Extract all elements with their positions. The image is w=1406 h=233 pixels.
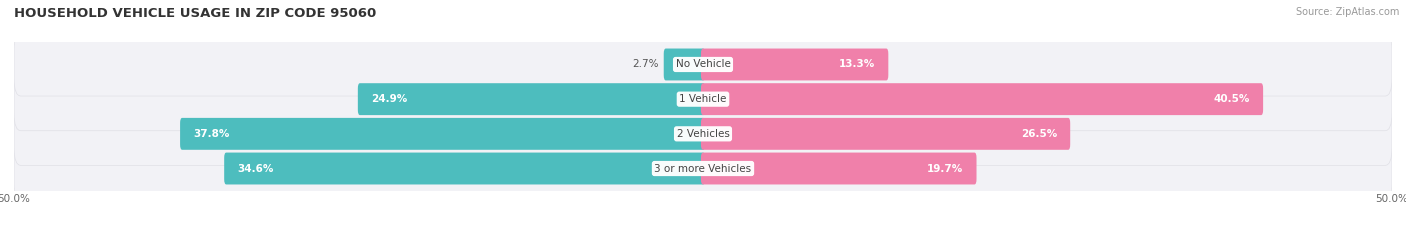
FancyBboxPatch shape [702, 48, 889, 80]
Text: 13.3%: 13.3% [839, 59, 875, 69]
Text: 1 Vehicle: 1 Vehicle [679, 94, 727, 104]
Text: 24.9%: 24.9% [371, 94, 408, 104]
FancyBboxPatch shape [14, 68, 1392, 131]
Text: 40.5%: 40.5% [1213, 94, 1250, 104]
FancyBboxPatch shape [14, 33, 1392, 96]
Text: Source: ZipAtlas.com: Source: ZipAtlas.com [1295, 7, 1399, 17]
FancyBboxPatch shape [702, 153, 977, 185]
FancyBboxPatch shape [702, 83, 1263, 115]
Text: 34.6%: 34.6% [238, 164, 274, 174]
Text: 2 Vehicles: 2 Vehicles [676, 129, 730, 139]
FancyBboxPatch shape [180, 118, 704, 150]
Text: 19.7%: 19.7% [927, 164, 963, 174]
FancyBboxPatch shape [224, 153, 704, 185]
FancyBboxPatch shape [664, 48, 704, 80]
FancyBboxPatch shape [14, 137, 1392, 200]
Text: HOUSEHOLD VEHICLE USAGE IN ZIP CODE 95060: HOUSEHOLD VEHICLE USAGE IN ZIP CODE 9506… [14, 7, 377, 20]
Text: 26.5%: 26.5% [1021, 129, 1057, 139]
FancyBboxPatch shape [359, 83, 704, 115]
FancyBboxPatch shape [14, 102, 1392, 165]
Text: 2.7%: 2.7% [633, 59, 659, 69]
Text: 37.8%: 37.8% [193, 129, 229, 139]
Text: No Vehicle: No Vehicle [675, 59, 731, 69]
Text: 3 or more Vehicles: 3 or more Vehicles [654, 164, 752, 174]
FancyBboxPatch shape [702, 118, 1070, 150]
